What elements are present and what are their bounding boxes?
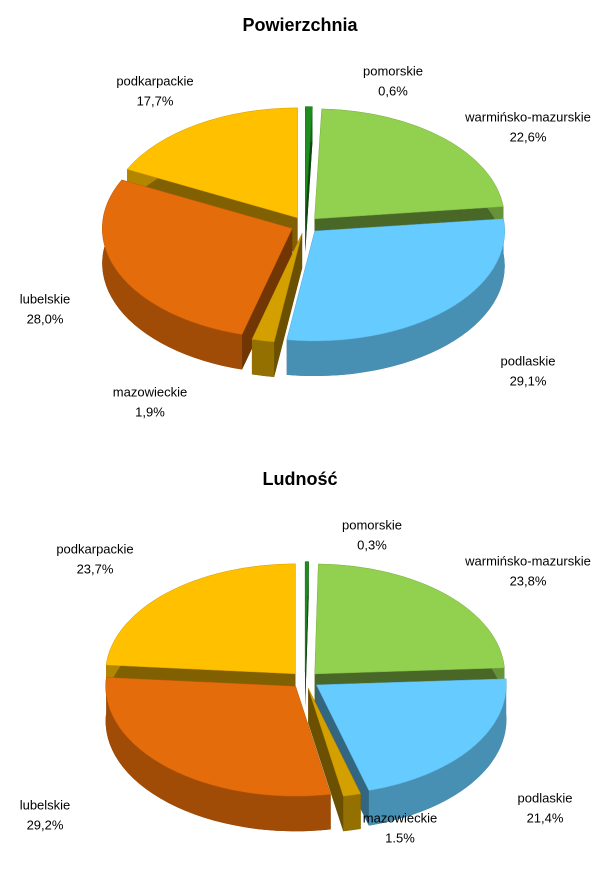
slice-name: warmińsko-mazurskie [464, 109, 591, 124]
chart-title: Powierzchnia [242, 15, 358, 35]
slice-name: lubelskie [20, 797, 71, 812]
slice-value-label: 17,7% [137, 93, 174, 108]
slice-name: podlaskie [501, 353, 556, 368]
slice-wall [308, 688, 344, 832]
slice [126, 107, 298, 219]
slice-wall [305, 561, 309, 707]
slice [105, 563, 296, 675]
slice-value-label: 1.5% [385, 830, 415, 845]
slice-value-label: 1,9% [135, 404, 165, 419]
slice-name: mazowieckie [363, 810, 437, 825]
slice [286, 218, 505, 342]
slice-side [343, 793, 361, 832]
slice-side [105, 677, 331, 832]
slice [305, 106, 313, 217]
slice-value-label: 21,4% [527, 810, 564, 825]
slice [105, 677, 332, 797]
slice-name: pomorskie [363, 63, 423, 78]
slice-name: warmińsko-mazurskie [464, 553, 591, 568]
slice-side [251, 339, 275, 378]
slice [314, 563, 505, 675]
slice-value-label: 23,7% [77, 561, 114, 576]
slice-side [102, 179, 243, 370]
slice-value-label: 0,6% [378, 83, 408, 98]
slice-value-label: 28,0% [27, 311, 64, 326]
slice-name: podlaskie [518, 790, 573, 805]
slice-name: pomorskie [342, 517, 402, 532]
slice-wall [305, 106, 313, 252]
chart-title: Ludność [263, 469, 338, 489]
slice-value-label: 22,6% [510, 129, 547, 144]
slice-value-label: 29,2% [27, 817, 64, 832]
slice-value-label: 29,1% [510, 373, 547, 388]
slice [314, 108, 504, 220]
slice-name: podkarpackie [56, 541, 133, 556]
slice [251, 233, 303, 343]
slice-value-label: 0,3% [357, 537, 387, 552]
slice [304, 561, 309, 672]
slice-side [286, 218, 505, 377]
slice-name: podkarpackie [116, 73, 193, 88]
slice [316, 678, 507, 791]
slice [101, 179, 293, 335]
slice-name: mazowieckie [113, 384, 187, 399]
slice [307, 688, 362, 797]
slice-value-label: 23,8% [510, 573, 547, 588]
slice-side [368, 678, 507, 826]
slice-name: lubelskie [20, 291, 71, 306]
